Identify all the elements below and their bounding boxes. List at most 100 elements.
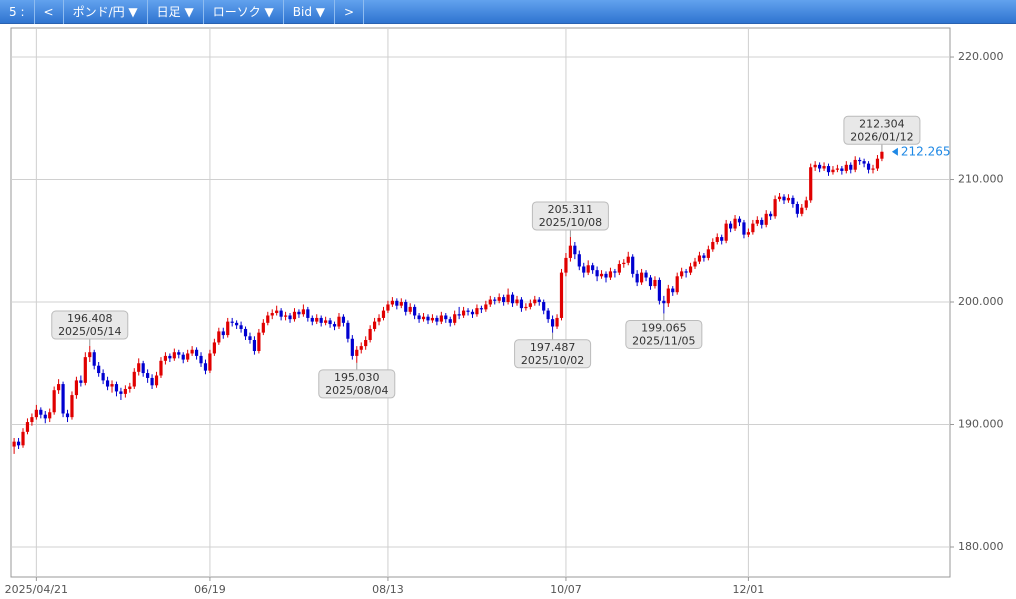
candle-body [657, 279, 661, 301]
candle-body [875, 158, 880, 169]
annotation-value: 195.030 [334, 371, 380, 384]
annotation-date: 2025/10/08 [539, 216, 602, 229]
toolbar-button[interactable]: 日足 ▼ [148, 0, 204, 24]
candle-body [506, 294, 510, 303]
candle-body [644, 272, 648, 278]
candle-body [484, 304, 488, 310]
candle-body [168, 355, 172, 359]
candle-body [301, 309, 305, 315]
candle-body [128, 386, 132, 389]
annotation-box [51, 310, 129, 340]
candle-body [239, 325, 243, 329]
candle-body [257, 332, 261, 352]
annotation-date: 2025/08/04 [325, 384, 388, 397]
candle-body [617, 264, 621, 273]
candle-body [97, 365, 101, 374]
candle-body [57, 384, 61, 391]
candle-body [791, 197, 795, 205]
y-tick-label: 180.000 [958, 540, 1004, 553]
annotation-date: 2026/01/12 [850, 130, 913, 143]
candle-body [457, 314, 461, 316]
candle-body [706, 249, 710, 258]
candle-body [315, 317, 319, 322]
candle-body [733, 218, 737, 229]
annotation-box [625, 319, 703, 349]
candle-body [591, 265, 595, 271]
candle-body [773, 199, 777, 217]
candle-body [742, 222, 746, 235]
candle-body [92, 352, 96, 366]
candle-body [186, 353, 190, 360]
candle-body [421, 316, 426, 320]
candle-body [475, 308, 479, 315]
candle-body [510, 294, 515, 304]
candle-body [720, 237, 724, 241]
annotation-box [318, 369, 396, 399]
candle-body [88, 352, 92, 358]
candle-body [635, 273, 639, 283]
candle-body [355, 349, 359, 356]
candle-body [83, 357, 87, 383]
candle-body [493, 299, 497, 301]
candle-body [270, 313, 274, 316]
candle-body [261, 322, 265, 333]
candle-body [542, 302, 546, 311]
candle-body [760, 219, 764, 225]
candle-body [737, 218, 742, 223]
candle-body [12, 441, 16, 447]
toolbar-button[interactable]: > [335, 0, 365, 24]
candle-body [880, 151, 884, 159]
x-tick-label: 2025/04/21 [5, 583, 68, 596]
annotation-date: 2025/05/14 [58, 325, 121, 338]
candle-body [515, 299, 519, 304]
candle-body [777, 196, 782, 200]
price-label: 212.265 [901, 144, 951, 158]
candle-body [324, 320, 328, 323]
candle-body [648, 277, 653, 287]
candle-body [488, 299, 492, 305]
toolbar-button[interactable]: ローソク ▼ [204, 0, 284, 24]
candle-body [34, 409, 38, 418]
candle-body [110, 384, 114, 387]
annotation-value: 199.065 [641, 321, 687, 334]
candle-body [613, 271, 617, 273]
candle-body [684, 271, 688, 273]
candle-body [404, 302, 408, 312]
candle-body [653, 279, 657, 287]
candle-body [608, 271, 613, 278]
x-tick-label: 08/13 [372, 583, 404, 596]
candle-body [533, 299, 537, 304]
candle-body [546, 310, 550, 320]
candle-body [43, 414, 47, 419]
candle-body [208, 353, 212, 371]
candle-body [52, 390, 56, 413]
annotation-date: 2025/10/02 [521, 354, 584, 367]
annotation-value: 197.487 [530, 341, 576, 354]
candle-body [858, 159, 862, 162]
toolbar: 5 : < ポンド/円 ▼ 日足 ▼ ローソク ▼ Bid ▼ > [0, 0, 1016, 24]
candle-body [853, 159, 857, 170]
candle-body [163, 355, 168, 361]
candle-body [341, 316, 346, 323]
candle-body [862, 161, 866, 164]
toolbar-button[interactable]: 5 : [0, 0, 35, 24]
candle-body [297, 311, 301, 315]
candle-body [622, 262, 626, 265]
toolbar-button[interactable]: ポンド/円 ▼ [64, 0, 148, 24]
x-tick-label: 06/19 [194, 583, 226, 596]
candle-body [724, 223, 728, 241]
candle-body [555, 317, 559, 327]
candle-body [479, 308, 483, 310]
toolbar-button[interactable]: < [35, 0, 64, 24]
candle-body [844, 164, 848, 171]
candle-body [39, 409, 43, 415]
toolbar-button[interactable]: Bid ▼ [284, 0, 335, 24]
candle-body [497, 297, 501, 301]
candle-body [849, 164, 853, 170]
candle-body [226, 321, 230, 336]
candle-body [154, 375, 159, 386]
candle-body [813, 164, 817, 168]
y-tick-label: 190.000 [958, 418, 1004, 431]
annotation-box [531, 201, 609, 231]
